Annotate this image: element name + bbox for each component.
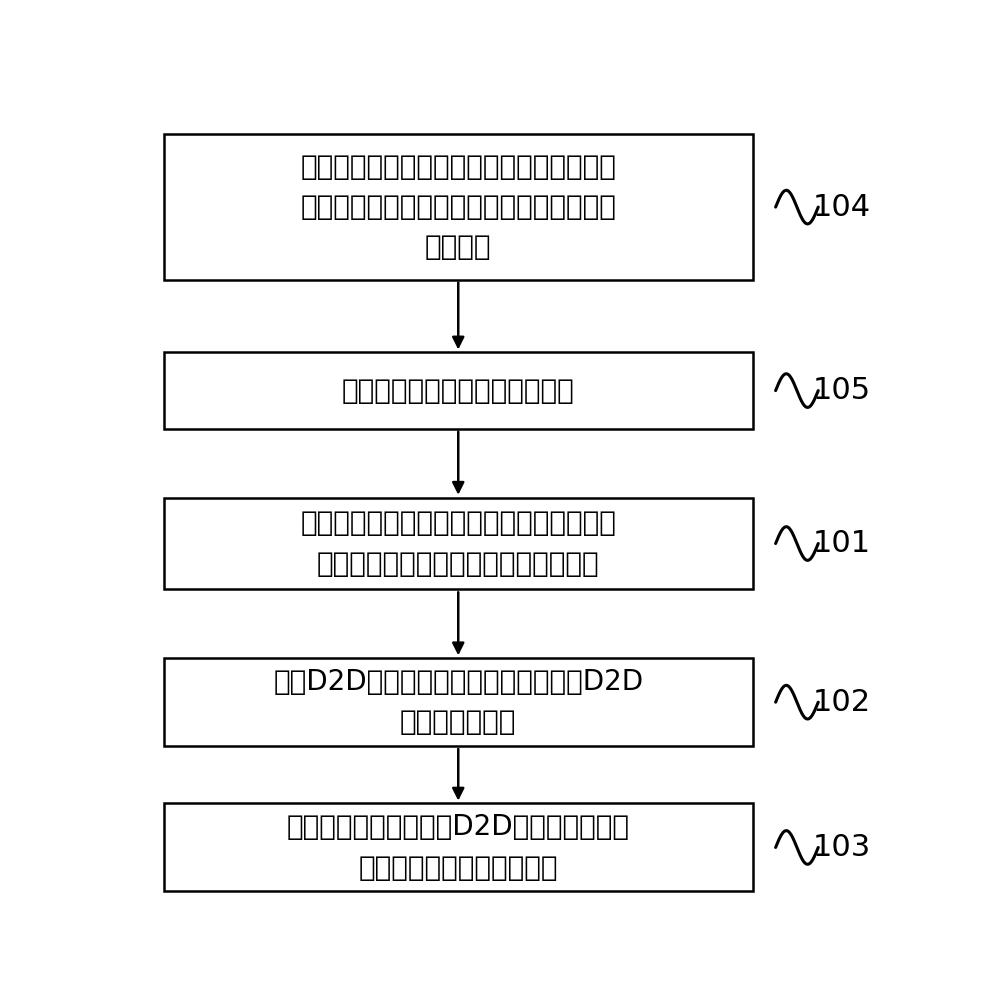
Bar xyxy=(164,134,753,280)
Text: 105: 105 xyxy=(813,376,871,405)
Text: 将所述移动终端能承受的最大能量值到零内
的所有能量值按从大到小顺序，平均分成若
干个集合: 将所述移动终端能承受的最大能量值到零内 的所有能量值按从大到小顺序，平均分成若 … xyxy=(300,153,616,261)
Bar xyxy=(164,803,753,892)
Text: 根据所述节点类型，与D2D簇中其他移动终
端协同执行相应的重传动作: 根据所述节点类型，与D2D簇中其他移动终 端协同执行相应的重传动作 xyxy=(287,813,630,882)
Text: 102: 102 xyxy=(813,688,871,717)
Text: 101: 101 xyxy=(813,529,871,558)
Text: 104: 104 xyxy=(813,193,871,221)
Text: 获取D2D簇信息，确定所述移动终端在D2D
簇中的节点类型: 获取D2D簇信息，确定所述移动终端在D2D 簇中的节点类型 xyxy=(273,668,643,736)
Text: 为所述若干个集合分配能量级别: 为所述若干个集合分配能量级别 xyxy=(342,376,575,404)
Bar xyxy=(164,353,753,429)
Text: 发送业务请求信息，所述业务请求信息中携
带有移动终端剩余能量级别、地理位置: 发送业务请求信息，所述业务请求信息中携 带有移动终端剩余能量级别、地理位置 xyxy=(300,509,616,578)
Bar xyxy=(164,497,753,590)
Text: 103: 103 xyxy=(813,833,871,862)
Bar xyxy=(164,658,753,746)
